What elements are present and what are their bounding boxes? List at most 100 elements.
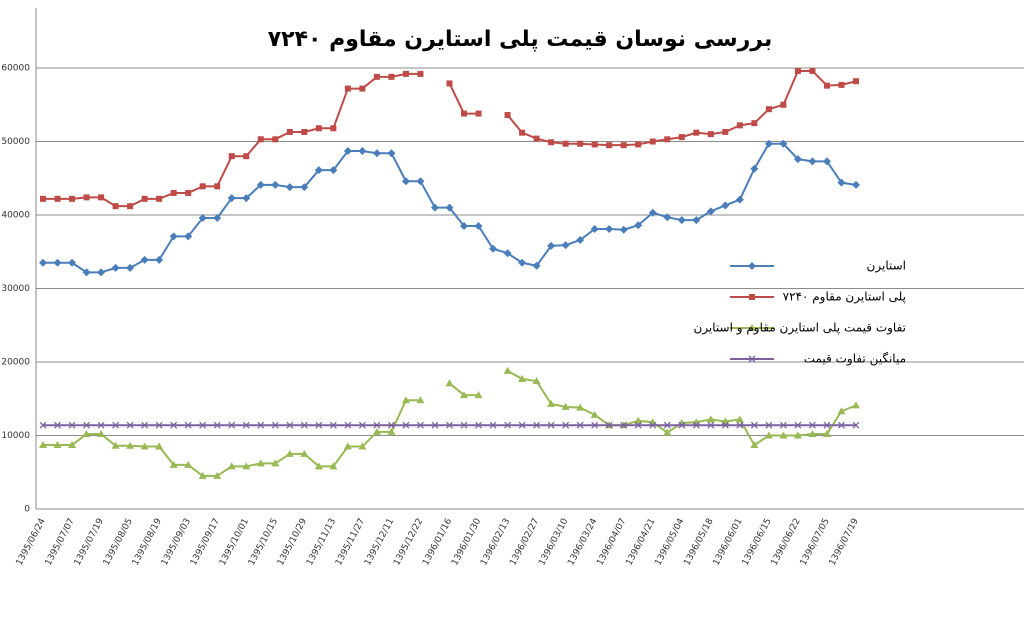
point bbox=[547, 399, 556, 407]
point bbox=[359, 85, 366, 92]
point bbox=[576, 403, 585, 411]
point bbox=[635, 141, 642, 148]
point bbox=[779, 431, 788, 439]
point bbox=[779, 139, 788, 148]
point bbox=[227, 462, 236, 470]
point bbox=[707, 131, 714, 138]
point bbox=[300, 449, 309, 457]
point bbox=[68, 258, 77, 267]
point bbox=[735, 195, 744, 204]
y-tick-label: 0 bbox=[24, 505, 30, 515]
point bbox=[461, 110, 468, 117]
point bbox=[169, 232, 178, 241]
point bbox=[155, 421, 163, 429]
point bbox=[808, 430, 817, 438]
point bbox=[198, 471, 207, 479]
point bbox=[764, 139, 773, 148]
point bbox=[40, 195, 46, 202]
point bbox=[430, 203, 439, 212]
point bbox=[39, 258, 47, 267]
point bbox=[852, 401, 860, 409]
y-tick-label: 10000 bbox=[1, 431, 30, 441]
point bbox=[504, 421, 512, 429]
point bbox=[503, 249, 512, 258]
point bbox=[315, 125, 322, 132]
point bbox=[446, 421, 453, 429]
point bbox=[358, 147, 367, 156]
point bbox=[169, 460, 178, 468]
point bbox=[402, 421, 410, 429]
point bbox=[155, 442, 164, 450]
legend-marker bbox=[748, 262, 756, 270]
point bbox=[242, 194, 251, 203]
point bbox=[126, 263, 135, 272]
point bbox=[184, 232, 193, 241]
y-tick-label: 20000 bbox=[1, 358, 30, 368]
point bbox=[199, 183, 206, 190]
point bbox=[561, 241, 570, 250]
point bbox=[97, 421, 105, 429]
point bbox=[474, 222, 483, 231]
point bbox=[358, 421, 366, 429]
point bbox=[83, 421, 91, 429]
point bbox=[257, 421, 265, 429]
point bbox=[97, 268, 106, 277]
point bbox=[722, 128, 729, 135]
point bbox=[198, 213, 207, 222]
point bbox=[271, 421, 279, 429]
point bbox=[692, 216, 701, 225]
point bbox=[170, 421, 178, 429]
y-tick-label: 40000 bbox=[1, 211, 30, 221]
point bbox=[547, 241, 556, 250]
point bbox=[634, 221, 643, 230]
point bbox=[373, 73, 380, 80]
point bbox=[330, 125, 337, 132]
legend-label: تفاوت قیمت پلی استایرن مقاوم و استایرن bbox=[694, 321, 907, 336]
point bbox=[68, 441, 77, 449]
point bbox=[649, 138, 656, 145]
y-tick-label: 60000 bbox=[1, 64, 30, 74]
point bbox=[227, 194, 236, 203]
point bbox=[693, 129, 700, 136]
point bbox=[634, 421, 642, 429]
point bbox=[837, 407, 846, 415]
point bbox=[590, 224, 599, 233]
point bbox=[272, 136, 279, 143]
point bbox=[852, 180, 860, 189]
point bbox=[577, 140, 584, 147]
point bbox=[518, 421, 526, 429]
point bbox=[794, 67, 801, 74]
point bbox=[140, 255, 149, 264]
point bbox=[706, 207, 715, 216]
point bbox=[823, 82, 830, 89]
point bbox=[748, 355, 756, 363]
point bbox=[286, 421, 294, 429]
point bbox=[793, 155, 802, 164]
point bbox=[664, 136, 671, 143]
legend-label: میانگین تفاوت قیمت bbox=[804, 352, 906, 367]
point bbox=[431, 421, 439, 429]
point bbox=[256, 180, 265, 189]
point bbox=[503, 366, 512, 374]
point bbox=[519, 129, 526, 136]
point bbox=[329, 421, 337, 429]
point bbox=[228, 153, 235, 160]
point bbox=[518, 374, 527, 382]
point bbox=[707, 421, 715, 429]
point bbox=[562, 421, 570, 429]
point bbox=[750, 421, 758, 429]
point bbox=[185, 189, 192, 196]
point bbox=[620, 421, 628, 429]
point bbox=[504, 112, 511, 119]
point bbox=[678, 421, 686, 429]
point bbox=[213, 213, 222, 222]
legend-label: پلی استایرن مقاوم ۷۲۴۰ bbox=[783, 290, 906, 305]
point bbox=[445, 203, 454, 212]
point bbox=[606, 142, 613, 149]
point bbox=[474, 391, 483, 399]
point bbox=[112, 203, 119, 210]
point bbox=[300, 421, 308, 429]
point bbox=[401, 396, 410, 404]
point bbox=[794, 421, 802, 429]
